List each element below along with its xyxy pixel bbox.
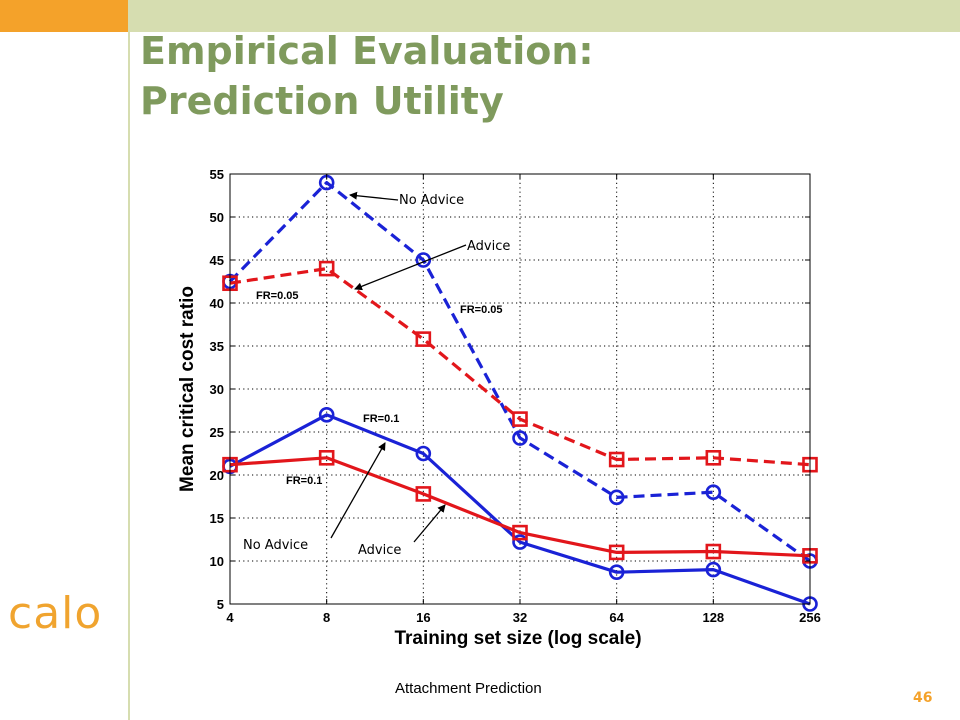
arrow-no-advice-top bbox=[349, 191, 399, 201]
data-point-blue_solid bbox=[318, 406, 335, 423]
y-tick-label: 10 bbox=[210, 554, 224, 569]
x-tick-label: 64 bbox=[609, 610, 624, 625]
data-point-blue_solid bbox=[415, 445, 432, 462]
data-point-red_solid bbox=[318, 449, 335, 466]
series-line-red_solid bbox=[229, 456, 811, 558]
x-tick-label: 16 bbox=[416, 610, 430, 625]
y-axis-label: Mean critical cost ratio bbox=[177, 286, 198, 492]
data-point-red_solid bbox=[512, 524, 528, 541]
slide-title-line-2: Prediction Utility bbox=[140, 79, 504, 123]
annotation-advice-bottom: Advice bbox=[358, 543, 401, 558]
y-tick-label: 30 bbox=[210, 382, 224, 397]
slide-title: Empirical Evaluation: Prediction Utility bbox=[140, 26, 594, 126]
page-number: 46 bbox=[913, 690, 933, 706]
series-line-blue_dashed bbox=[228, 181, 811, 563]
data-point-red_dashed bbox=[318, 260, 335, 277]
data-point-red_dashed bbox=[608, 451, 625, 468]
data-point-blue_solid bbox=[608, 564, 625, 580]
annotation-fr005-left: FR=0.05 bbox=[256, 290, 299, 302]
chart-caption: Attachment Prediction bbox=[395, 680, 542, 697]
y-tick-label: 55 bbox=[210, 167, 224, 182]
annotation-fr005-right: FR=0.05 bbox=[460, 304, 503, 316]
y-tick-label: 20 bbox=[210, 468, 224, 483]
x-tick-label: 4 bbox=[226, 610, 234, 625]
y-tick-label: 15 bbox=[210, 511, 224, 526]
slide-title-line-1: Empirical Evaluation: bbox=[140, 29, 594, 73]
x-tick-label: 8 bbox=[323, 610, 330, 625]
data-point-blue_dashed bbox=[512, 430, 528, 446]
corner-accent-box bbox=[0, 0, 128, 32]
arrow-no-advice-bottom bbox=[330, 442, 386, 539]
x-tick-label: 256 bbox=[799, 610, 821, 625]
annotation-no-advice-bottom: No Advice bbox=[243, 538, 308, 553]
annotations: No Advice Advice FR=0.05 FR=0.05 FR=0.1 … bbox=[243, 191, 510, 558]
series-line-blue_solid bbox=[229, 413, 811, 606]
y-tick-label: 5 bbox=[217, 597, 224, 612]
axis-ticks: 5 10 15 20 25 30 35 40 45 50 55 4 8 16 32 64 128 256 bbox=[210, 167, 821, 625]
y-tick-label: 45 bbox=[210, 253, 224, 268]
data-point-red_solid bbox=[705, 543, 722, 560]
annotation-no-advice-top: No Advice bbox=[399, 193, 464, 208]
data-point-blue_solid bbox=[512, 534, 528, 550]
data-point-blue_solid bbox=[705, 561, 722, 578]
arrow-advice-bottom bbox=[413, 504, 446, 543]
y-tick-label: 25 bbox=[210, 425, 224, 440]
data-point-blue_dashed bbox=[608, 489, 625, 506]
data-point-red_solid bbox=[415, 486, 432, 502]
data-point-blue_dashed bbox=[705, 484, 722, 501]
y-tick-label: 40 bbox=[210, 296, 224, 311]
x-axis-label: Training set size (log scale) bbox=[394, 628, 641, 649]
data-point-red_dashed bbox=[705, 449, 722, 466]
x-tick-label: 32 bbox=[513, 610, 527, 625]
data-point-red_dashed bbox=[415, 331, 432, 347]
left-divider-line bbox=[128, 32, 130, 720]
y-tick-label: 35 bbox=[210, 339, 224, 354]
annotation-fr01-lower: FR=0.1 bbox=[286, 475, 322, 487]
calo-logo: calo bbox=[8, 588, 103, 639]
annotation-fr01-upper: FR=0.1 bbox=[363, 413, 399, 425]
arrow-advice-top bbox=[354, 244, 467, 291]
y-tick-label: 50 bbox=[210, 210, 224, 225]
data-point-red_solid bbox=[608, 544, 625, 561]
x-tick-label: 128 bbox=[702, 610, 724, 625]
series-line-red_dashed bbox=[229, 267, 811, 467]
header-band bbox=[128, 0, 960, 32]
annotation-advice-top: Advice bbox=[467, 239, 510, 254]
data-point-red_dashed bbox=[512, 411, 528, 427]
